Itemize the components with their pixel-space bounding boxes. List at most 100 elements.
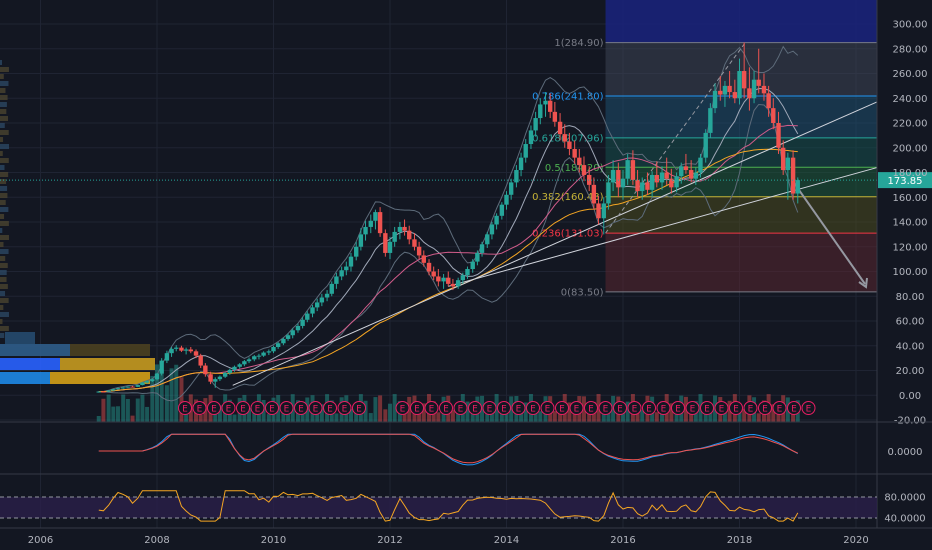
candle [377,207,383,237]
candle-body [213,379,218,382]
price-tick-label: 180.00 [893,168,928,179]
candle-body [635,179,640,192]
earnings-marker-label: E [719,405,725,415]
candle [674,172,679,193]
earnings-marker [743,401,758,415]
candle [722,80,728,107]
earnings-marker-label: E [791,405,797,415]
candle [591,177,597,210]
volume-profile-bar [0,312,9,317]
fib-zone [605,96,877,138]
earnings-marker-label: E [269,405,275,415]
volume-bar [417,409,422,422]
price-tick-label: 200.00 [893,143,928,154]
volume-bar [150,375,155,422]
volume-bar [587,411,592,422]
earnings-marker-label: E [545,405,551,415]
candle [669,168,674,194]
candle [552,101,558,127]
earnings-marker [758,401,772,415]
volume-bar [135,398,140,422]
volume-profile-bar [0,137,4,142]
volume-bar [674,409,679,422]
candle [111,388,116,391]
candle [528,125,534,149]
candle-body [771,108,776,123]
candle-body [455,280,461,287]
candle-body [727,85,732,93]
candle-body [485,234,490,245]
candle [455,277,461,289]
earnings-marker [439,401,453,415]
candle-body [135,385,140,387]
earnings-marker [279,401,294,415]
candle-body [368,220,373,227]
candle-body [377,212,383,234]
candle-body [489,224,495,235]
candle-body [776,123,781,148]
price-tick-label: 260.00 [893,69,928,80]
candle [334,272,339,289]
volume-bar [388,403,392,422]
volume-bar [621,411,625,422]
earnings-marker [236,401,250,415]
volume-profile-bar [0,172,9,177]
price-tick-label: -20.00 [894,416,926,427]
candle [188,346,193,354]
volume-bar [791,413,796,422]
volume-bar [722,412,727,422]
volume-bar [319,404,324,422]
volume-bar [281,408,286,422]
volume-bar [169,368,174,422]
earnings-marker [714,401,729,415]
volume-profile-bar [0,144,9,149]
candle [504,191,509,210]
candle-body [154,373,160,380]
candle-body [140,382,145,386]
candle [557,113,563,141]
candle-body [416,246,422,256]
candle-body [737,71,742,99]
candle [698,153,703,178]
candle [610,160,616,192]
candles [96,42,800,393]
earnings-marker-label: E [327,405,333,415]
candle [703,129,708,163]
candle [208,371,213,385]
candle-body [125,386,131,388]
candle [397,222,403,240]
price-tick-label: 220.00 [893,119,928,130]
fib-level-label: 0.786(241.80) [532,92,604,103]
earnings-marker [598,401,613,415]
candle-body [766,93,771,109]
volume-bar [776,408,781,422]
volume-bar [111,406,116,422]
volume-bar [581,396,586,422]
candle-body [596,203,601,219]
candle [543,92,548,117]
volume-bar [368,413,373,422]
rsi-panel: 80.0000 40.0000 [0,490,926,525]
volume-bar [504,411,509,422]
candle-body [552,111,558,122]
candle [446,271,451,287]
candle [164,350,170,364]
rsi-tick-label: 40.0000 [884,514,925,525]
candle [300,317,305,329]
candle-body [246,359,252,362]
candle [222,371,228,378]
earnings-marker-label: E [342,405,348,415]
volume-bar [378,395,383,422]
current-price-label: 173.85 [888,176,923,187]
price-tick-label: 160.00 [893,193,928,204]
volume-bar [106,394,111,422]
candle [121,387,126,389]
candle [154,372,160,381]
candle [470,259,475,273]
earnings-marker [787,401,801,415]
candle-body [499,204,505,216]
candle-body [446,277,451,284]
volume-bar [436,412,441,422]
projection-arrow-head [858,277,868,289]
